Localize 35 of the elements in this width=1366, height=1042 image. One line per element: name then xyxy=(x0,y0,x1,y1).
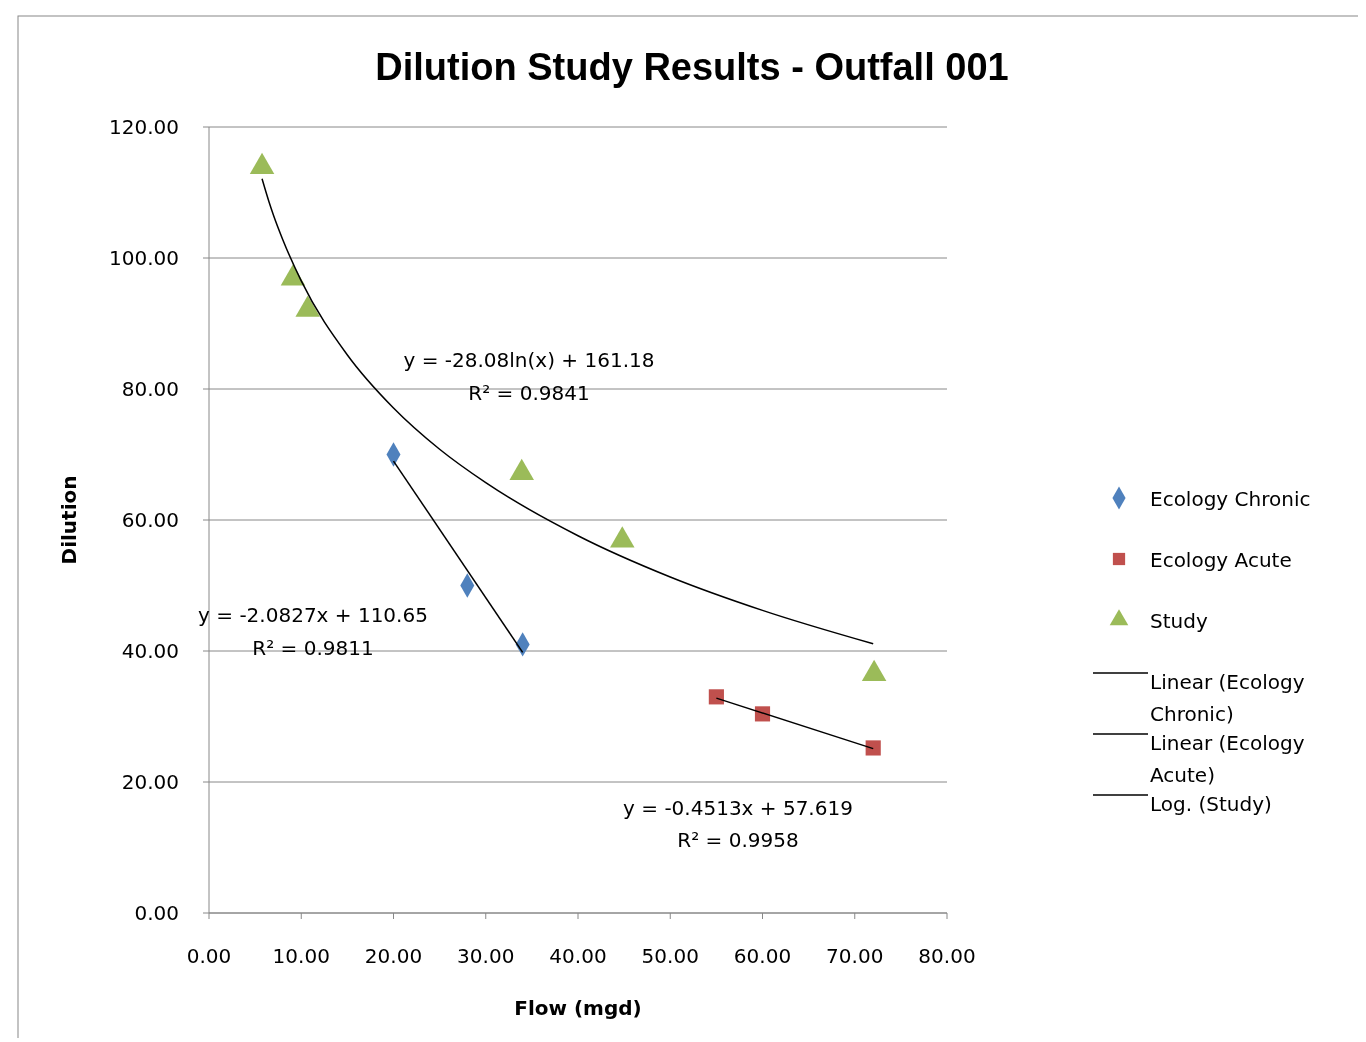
x-tick-label: 0.00 xyxy=(186,944,232,968)
legend-label: Ecology Acute xyxy=(1150,548,1292,572)
legend-label: Ecology Chronic xyxy=(1150,487,1311,511)
legend-label: Log. (Study) xyxy=(1150,792,1272,816)
x-tick-label: 60.00 xyxy=(733,944,792,968)
annotation: y = -28.08ln(x) + 161.18 xyxy=(403,348,655,372)
point xyxy=(295,295,320,317)
x-tick-label: 30.00 xyxy=(457,944,515,968)
y-axis-title: Dilution xyxy=(57,475,81,565)
y-tick-label: 120.00 xyxy=(109,115,179,139)
x-axis-title: Flow (mgd) xyxy=(514,996,642,1020)
annotation: y = -0.4513x + 57.619 xyxy=(623,796,853,820)
y-tick-label: 80.00 xyxy=(121,377,179,401)
y-tick-label: 40.00 xyxy=(121,639,179,663)
legend-label: Linear (Ecology Acute) xyxy=(1150,731,1305,787)
annotation: y = -2.0827x + 110.65 xyxy=(198,603,428,627)
annotation: R² = 0.9811 xyxy=(252,636,374,660)
x-tick-label: 40.00 xyxy=(549,944,607,968)
point xyxy=(708,689,724,705)
legend-label: Study xyxy=(1150,609,1208,633)
x-tick-label: 50.00 xyxy=(641,944,699,968)
x-tick-label: 10.00 xyxy=(272,944,330,968)
y-tick-label: 0.00 xyxy=(134,901,179,925)
y-tick-label: 20.00 xyxy=(121,770,179,794)
chart-title: Dilution Study Results - Outfall 001 xyxy=(375,46,1009,88)
x-tick-label: 70.00 xyxy=(826,944,884,968)
x-tick-label: 80.00 xyxy=(918,944,976,968)
annotation: R² = 0.9841 xyxy=(468,381,590,405)
y-tick-label: 60.00 xyxy=(121,508,179,532)
annotation: R² = 0.9958 xyxy=(677,828,799,852)
point xyxy=(865,740,881,756)
legend-label: Linear (Ecology Chronic) xyxy=(1150,670,1305,726)
point xyxy=(249,152,275,175)
x-tick-label: 20.00 xyxy=(364,944,423,968)
y-tick-label: 100.00 xyxy=(109,246,179,270)
